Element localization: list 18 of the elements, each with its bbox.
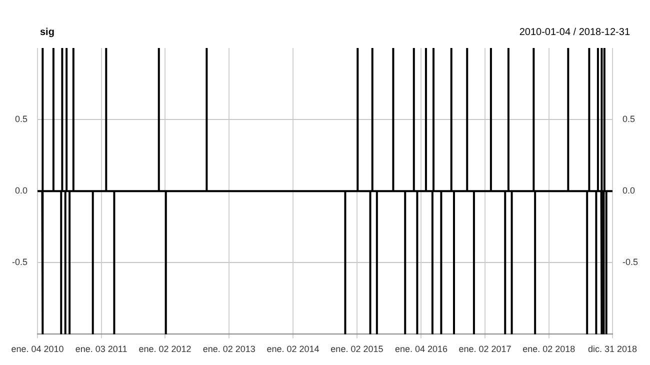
y-tick-label: 0.5 — [14, 114, 28, 124]
chart-title: sig — [40, 27, 54, 38]
y2-tick-label: 0.5 — [622, 114, 636, 124]
x-tick-label: ene. 02 2018 — [522, 344, 576, 354]
x-tick-label: ene. 04 2010 — [11, 344, 64, 354]
x-tick-label: ene. 03 2011 — [75, 344, 128, 354]
x-tick-label: ene. 02 2013 — [202, 344, 256, 354]
x-tick-label: ene. 02 2012 — [138, 344, 192, 354]
x-tick-label: dic. 31 2018 — [588, 344, 638, 354]
x-tick-label: ene. 02 2017 — [458, 344, 512, 354]
y2-tick-label: -0.5 — [622, 257, 638, 268]
x-tick-label: ene. 02 2014 — [266, 344, 320, 354]
y-tick-label: 0.0 — [14, 186, 28, 196]
y-tick-label: -0.5 — [12, 257, 28, 268]
x-tick-label: ene. 02 2015 — [330, 344, 384, 354]
y2-tick-label: 0.0 — [622, 186, 636, 196]
chart-subtitle: 2010-01-04 / 2018-12-31 — [519, 27, 630, 38]
x-tick-label: ene. 04 2016 — [394, 344, 448, 354]
